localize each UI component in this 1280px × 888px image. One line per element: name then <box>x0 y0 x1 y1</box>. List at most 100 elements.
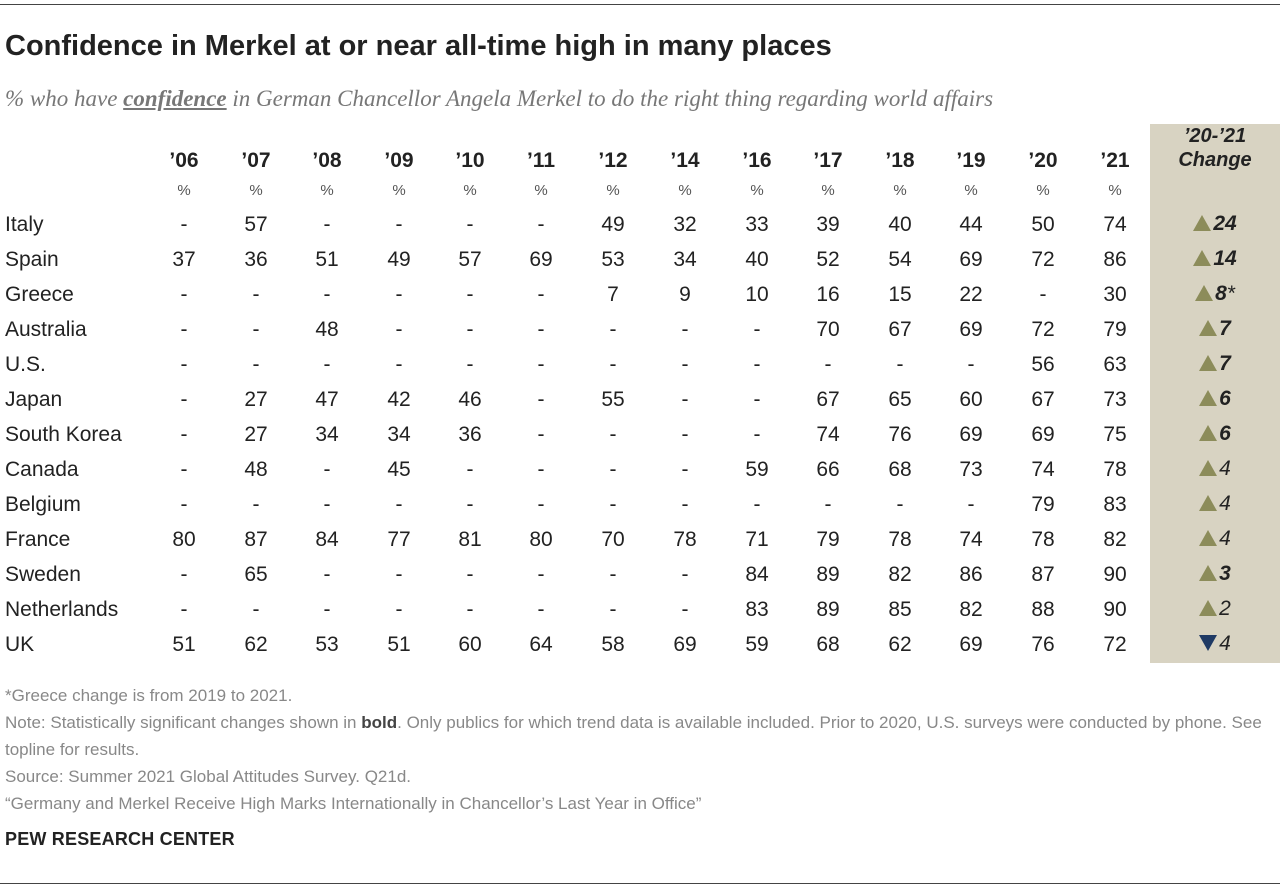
value-cell: 74 <box>959 528 983 551</box>
change-cell: 3 <box>1150 562 1280 586</box>
value-cell: 34 <box>673 248 697 271</box>
year-header: ’21 <box>1100 149 1130 172</box>
value-cell: 87 <box>244 528 268 551</box>
value-cell: - <box>395 353 403 376</box>
year-header: ’16 <box>742 149 772 172</box>
value-cell: - <box>395 283 403 306</box>
value-cell: - <box>609 353 617 376</box>
up-triangle-icon <box>1199 495 1218 511</box>
value-cell: 51 <box>315 248 339 271</box>
table-row: Italy - 57 - - - - 49 32 33 39 40 44 50 74 24 <box>0 209 1280 244</box>
table-row: Belgium - - - - - - - - - - - - 79 83 4 <box>0 489 1280 524</box>
value-cell: - <box>395 598 403 621</box>
value-cell: - <box>537 423 545 446</box>
value-cell: - <box>681 563 689 586</box>
value-cell: 66 <box>816 458 840 481</box>
change-value: 3 <box>1219 562 1231 585</box>
value-cell: - <box>323 598 331 621</box>
table-row: Sweden - 65 - - - - - - 84 89 82 86 87 90 3 <box>0 559 1280 594</box>
subtitle-keyword: confidence <box>123 86 227 111</box>
value-cell: 57 <box>244 213 268 236</box>
value-cell: - <box>537 353 545 376</box>
note-suffix: . Only publics for which trend data is a… <box>5 713 1262 759</box>
value-cell: 76 <box>888 423 912 446</box>
table-row: South Korea - 27 34 34 36 - - - - 74 76 69 69 75 6 <box>0 419 1280 454</box>
table-row: France 80 87 84 77 81 80 70 78 71 79 78 74 78 82 4 <box>0 524 1280 559</box>
value-cell: 70 <box>601 528 625 551</box>
value-cell: 82 <box>1103 528 1127 551</box>
value-cell: 46 <box>458 388 482 411</box>
value-cell: - <box>681 388 689 411</box>
year-header: ’09 <box>384 149 414 172</box>
value-cell: 81 <box>458 528 482 551</box>
value-cell: 30 <box>1103 283 1127 306</box>
value-cell: - <box>180 318 188 341</box>
value-cell: - <box>753 423 761 446</box>
value-cell: 27 <box>244 423 268 446</box>
value-cell: - <box>967 493 975 516</box>
value-cell: - <box>609 458 617 481</box>
percent-unit-label: % <box>821 182 835 199</box>
up-triangle-icon <box>1199 600 1218 616</box>
table-row: Spain 37 36 51 49 57 69 53 34 40 52 54 69 72 86 14 <box>0 244 1280 279</box>
value-cell: - <box>896 353 904 376</box>
value-cell: 55 <box>601 388 625 411</box>
value-cell: - <box>395 318 403 341</box>
value-cell: - <box>180 423 188 446</box>
value-cell: 79 <box>1103 318 1127 341</box>
up-triangle-icon <box>1199 355 1218 371</box>
value-cell: 48 <box>315 318 339 341</box>
value-cell: 83 <box>745 598 769 621</box>
change-cell: 4 <box>1150 632 1280 656</box>
change-cell: 6 <box>1150 387 1280 411</box>
value-cell: - <box>466 598 474 621</box>
value-cell: 86 <box>1103 248 1127 271</box>
value-cell: - <box>466 283 474 306</box>
year-header: ’19 <box>956 149 986 172</box>
value-cell: - <box>180 353 188 376</box>
chart-title: Confidence in Merkel at or near all-time… <box>5 30 832 62</box>
value-cell: - <box>395 213 403 236</box>
value-cell: 49 <box>601 213 625 236</box>
year-header: ’18 <box>885 149 915 172</box>
value-cell: 32 <box>673 213 697 236</box>
value-cell: - <box>323 563 331 586</box>
value-cell: 74 <box>1031 458 1055 481</box>
change-value: 4 <box>1219 492 1231 515</box>
value-cell: 39 <box>816 213 840 236</box>
value-cell: 62 <box>888 633 912 656</box>
up-triangle-icon <box>1199 565 1218 581</box>
year-header: ’10 <box>455 149 485 172</box>
value-cell: 16 <box>816 283 840 306</box>
value-cell: 59 <box>745 633 769 656</box>
source-line: Source: Summer 2021 Global Attitudes Sur… <box>5 767 412 786</box>
pew-logo-text: PEW RESEARCH CENTER <box>5 829 235 849</box>
down-triangle-icon <box>1199 635 1218 651</box>
table-row: Australia - - 48 - - - - - - 70 67 69 72 79 7 <box>0 314 1280 349</box>
value-cell: 72 <box>1103 633 1127 656</box>
percent-unit-label: % <box>320 182 334 199</box>
report-title: “Germany and Merkel Receive High Marks I… <box>5 794 702 813</box>
value-cell: 89 <box>816 598 840 621</box>
country-label: Netherlands <box>5 598 119 621</box>
value-cell: - <box>466 318 474 341</box>
value-cell: - <box>466 493 474 516</box>
percent-unit-label: % <box>1108 182 1122 199</box>
note-prefix: Note: Statistically significant changes … <box>5 713 362 732</box>
year-header: ’11 <box>526 149 556 172</box>
table-row: Canada - 48 - 45 - - - - 59 66 68 73 74 78 4 <box>0 454 1280 489</box>
value-cell: - <box>180 493 188 516</box>
value-cell: 86 <box>959 563 983 586</box>
change-header-years: ’20-’21 <box>1183 125 1247 147</box>
value-cell: - <box>323 353 331 376</box>
value-cell: - <box>252 598 260 621</box>
value-cell: 84 <box>315 528 339 551</box>
value-cell: - <box>537 318 545 341</box>
change-value: 6 <box>1219 422 1231 445</box>
value-cell: 69 <box>673 633 697 656</box>
country-label: Greece <box>5 283 74 306</box>
country-label: Japan <box>5 388 63 411</box>
value-cell: 9 <box>679 283 691 306</box>
year-header: ’07 <box>241 149 271 172</box>
country-label: Belgium <box>5 493 81 516</box>
